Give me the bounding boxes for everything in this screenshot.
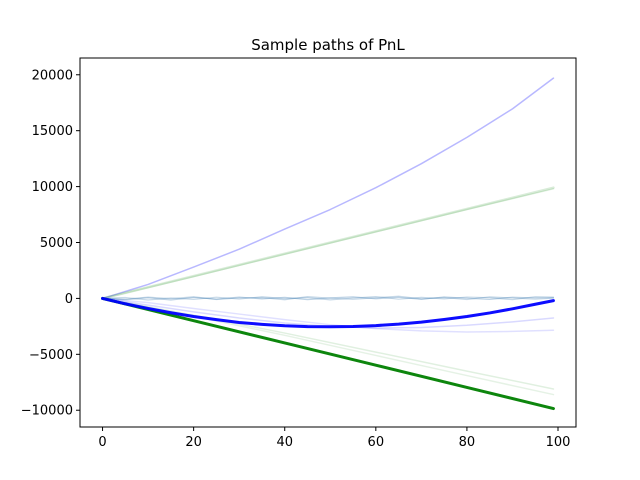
series-line-9 — [101, 297, 555, 390]
x-axis: 0 20 40 60 80 100 — [98, 427, 570, 450]
y-tick-label: 0 — [65, 292, 73, 307]
y-tick-label: −5000 — [29, 348, 73, 363]
y-tick-label: 10000 — [32, 180, 73, 195]
series-line-3 — [101, 188, 555, 300]
y-axis: −10000 −5000 0 5000 10000 15000 20000 — [21, 68, 80, 419]
x-tick-label: 80 — [459, 435, 476, 450]
series-line-7 — [101, 297, 555, 333]
series-layer — [101, 77, 555, 411]
series-line-2 — [101, 186, 555, 300]
y-tick-label: 15000 — [32, 124, 73, 139]
series-line-4 — [101, 296, 555, 301]
x-tick-label: 20 — [185, 435, 202, 450]
x-tick-label: 100 — [546, 435, 571, 450]
series-line-6 — [101, 295, 555, 301]
y-tick-label: −10000 — [21, 404, 73, 419]
series-line-12 — [101, 296, 555, 329]
x-tick-label: 60 — [368, 435, 385, 450]
series-line-5 — [101, 296, 555, 301]
x-tick-label: 0 — [98, 435, 106, 450]
series-line-11 — [101, 296, 555, 411]
y-tick-label: 5000 — [40, 236, 73, 251]
x-tick-label: 40 — [276, 435, 293, 450]
chart-title: Sample paths of PnL — [251, 36, 405, 54]
series-line-1 — [101, 77, 555, 300]
y-tick-label: 20000 — [32, 68, 73, 83]
